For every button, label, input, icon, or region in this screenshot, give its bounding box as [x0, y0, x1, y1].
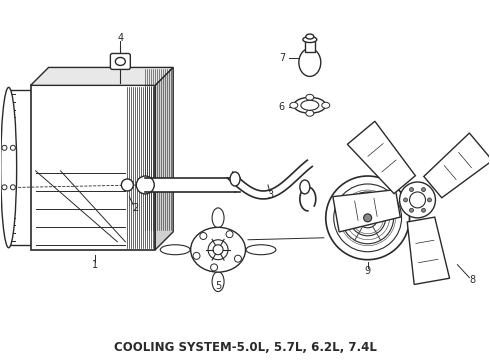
- Text: 2: 2: [132, 203, 139, 213]
- Ellipse shape: [212, 272, 224, 292]
- Circle shape: [2, 145, 7, 150]
- Ellipse shape: [306, 110, 314, 116]
- Text: 9: 9: [365, 266, 371, 276]
- Circle shape: [364, 214, 371, 222]
- Text: 8: 8: [469, 275, 475, 285]
- Circle shape: [410, 188, 414, 192]
- Polygon shape: [333, 190, 400, 232]
- Text: 4: 4: [117, 32, 123, 42]
- Circle shape: [334, 184, 401, 252]
- Polygon shape: [347, 121, 416, 194]
- Circle shape: [122, 179, 133, 191]
- Bar: [9, 90, 33, 245]
- Ellipse shape: [303, 37, 317, 42]
- Circle shape: [350, 200, 386, 236]
- Ellipse shape: [191, 227, 245, 272]
- Text: 5: 5: [215, 280, 221, 291]
- Circle shape: [226, 231, 233, 238]
- Ellipse shape: [322, 102, 330, 108]
- Circle shape: [193, 252, 200, 259]
- Circle shape: [208, 240, 228, 260]
- Ellipse shape: [290, 102, 298, 108]
- Ellipse shape: [160, 245, 190, 255]
- Polygon shape: [30, 67, 173, 85]
- Circle shape: [136, 176, 154, 194]
- Circle shape: [213, 245, 223, 255]
- Circle shape: [427, 198, 432, 202]
- FancyBboxPatch shape: [110, 54, 130, 69]
- Ellipse shape: [294, 97, 326, 113]
- Circle shape: [421, 188, 425, 192]
- Circle shape: [404, 198, 408, 202]
- Circle shape: [200, 233, 207, 239]
- Bar: [145, 178, 235, 192]
- Circle shape: [10, 145, 15, 150]
- Circle shape: [10, 185, 15, 190]
- Polygon shape: [407, 217, 449, 284]
- Ellipse shape: [306, 94, 314, 100]
- Text: 7: 7: [279, 54, 285, 63]
- Circle shape: [2, 185, 7, 190]
- Ellipse shape: [212, 208, 224, 228]
- Ellipse shape: [230, 172, 240, 186]
- Text: COOLING SYSTEM-5.0L, 5.7L, 6.2L, 7.4L: COOLING SYSTEM-5.0L, 5.7L, 6.2L, 7.4L: [114, 341, 376, 354]
- Circle shape: [326, 176, 410, 260]
- Ellipse shape: [300, 180, 310, 194]
- Ellipse shape: [0, 87, 17, 248]
- Circle shape: [399, 182, 436, 218]
- Circle shape: [358, 208, 378, 228]
- Circle shape: [211, 264, 218, 271]
- Bar: [305, 41, 315, 53]
- Circle shape: [342, 192, 393, 244]
- Polygon shape: [155, 67, 173, 250]
- Circle shape: [410, 208, 414, 212]
- Text: 1: 1: [92, 260, 98, 270]
- Ellipse shape: [299, 49, 321, 76]
- Text: 6: 6: [279, 102, 285, 112]
- Circle shape: [410, 192, 425, 208]
- Ellipse shape: [246, 245, 276, 255]
- Bar: [30, 85, 155, 250]
- Ellipse shape: [115, 58, 125, 66]
- Ellipse shape: [301, 100, 319, 110]
- Ellipse shape: [306, 34, 314, 39]
- Text: 3: 3: [267, 190, 273, 200]
- Circle shape: [421, 208, 425, 212]
- Polygon shape: [424, 133, 490, 198]
- Circle shape: [234, 255, 242, 262]
